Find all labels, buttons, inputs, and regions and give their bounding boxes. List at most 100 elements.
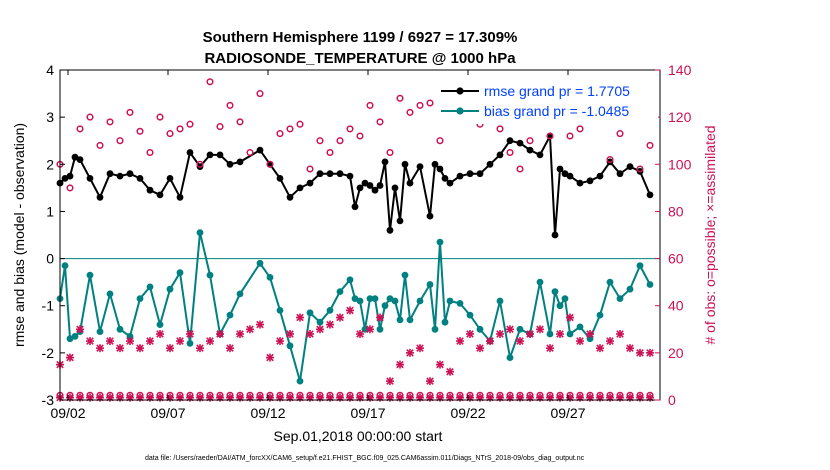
obs-possible-point xyxy=(66,184,74,192)
obs-assimilated-point xyxy=(376,313,384,322)
bias-point xyxy=(106,290,114,298)
obs-possible-point xyxy=(136,127,144,135)
bias-point xyxy=(326,307,334,314)
bias-point xyxy=(466,311,474,319)
right-tick-label: 100 xyxy=(668,156,692,172)
right-tick-label: 20 xyxy=(668,345,684,361)
bias-point xyxy=(206,271,214,279)
bias-point xyxy=(596,311,604,319)
bias-point xyxy=(71,333,79,340)
obs-possible-point xyxy=(166,130,174,138)
obs-possible-point xyxy=(616,130,624,138)
x-tick-label: 09/22 xyxy=(450,405,485,421)
obs-possible-point xyxy=(86,113,94,121)
obs-possible-point xyxy=(206,78,214,86)
rmse-point xyxy=(76,156,84,164)
bias-point xyxy=(226,311,234,319)
obs-assimilated-point xyxy=(186,330,194,338)
rmse-point xyxy=(626,163,634,171)
right-tick-label: 40 xyxy=(668,298,684,314)
x-axis-label: Sep.01,2018 00:00:00 start xyxy=(274,428,443,444)
obs-assimilated-point xyxy=(626,344,634,353)
obs-assimilated-point xyxy=(576,337,584,346)
rmse-point xyxy=(436,165,444,173)
rmse-point xyxy=(236,158,244,166)
obs-assimilated-point xyxy=(226,344,234,353)
rmse-point xyxy=(386,226,394,234)
obs-possible-point xyxy=(226,101,234,109)
obs-possible-point xyxy=(286,125,294,133)
rmse-point xyxy=(406,179,414,187)
bias-point xyxy=(446,297,454,305)
rmse-point xyxy=(551,231,559,239)
rmse-point xyxy=(426,212,434,220)
rmse-point xyxy=(66,172,74,180)
obs-possible-point xyxy=(186,120,194,128)
obs-assimilated-point xyxy=(106,337,114,346)
rmse-point xyxy=(556,165,564,173)
rmse-point xyxy=(456,172,464,180)
rmse-point xyxy=(286,193,294,201)
obs-possible-point xyxy=(106,118,114,126)
bias-point xyxy=(116,325,124,333)
bias-point xyxy=(146,283,154,291)
obs-possible-point xyxy=(576,125,584,133)
obs-possible-point xyxy=(646,141,654,149)
rmse-point xyxy=(126,170,134,178)
bias-point xyxy=(401,271,409,279)
bias-point xyxy=(551,288,559,295)
rmse-point xyxy=(216,151,224,159)
rmse-point xyxy=(536,151,544,159)
left-tick-label: 0 xyxy=(46,251,54,267)
obs-possible-point xyxy=(116,137,124,145)
rmse-point xyxy=(496,151,504,159)
rmse-point xyxy=(466,170,474,178)
obs-possible-point xyxy=(386,148,394,157)
bias-point xyxy=(586,335,594,343)
bias-point xyxy=(606,278,614,286)
rmse-point xyxy=(646,191,654,199)
bias-point xyxy=(166,285,174,293)
obs-assimilated-point xyxy=(386,377,394,386)
bias-point xyxy=(496,297,504,305)
bias-point xyxy=(336,288,344,295)
bias-point xyxy=(356,297,364,305)
rmse-point xyxy=(351,203,359,211)
obs-possible-point xyxy=(546,132,554,140)
obs-assimilated-point xyxy=(346,306,354,315)
bias-point xyxy=(506,354,514,361)
left-tick-label: -1 xyxy=(42,298,55,314)
bias-point xyxy=(566,330,574,338)
bias-point xyxy=(476,325,484,333)
obs-assimilated-point xyxy=(406,348,414,357)
obs-assimilated-point xyxy=(66,353,74,362)
right-tick-label: 0 xyxy=(668,392,676,408)
legend-marker-bias xyxy=(456,107,464,115)
legend-label-bias: bias grand pr = -1.0485 xyxy=(484,103,629,119)
rmse-point xyxy=(526,146,534,154)
obs-assimilated-point xyxy=(86,337,94,346)
obs-assimilated-point xyxy=(636,348,644,357)
bias-point xyxy=(396,316,404,324)
obs-possible-point xyxy=(396,94,404,102)
obs-assimilated-point xyxy=(426,377,434,386)
rmse-point xyxy=(176,193,184,201)
obs-assimilated-point xyxy=(506,325,514,334)
right-axis-ticks: 0 20 40 60 80 100 120 140 xyxy=(655,62,692,408)
obs-assimilated-point xyxy=(476,344,484,353)
obs-assimilated-point xyxy=(546,344,554,353)
y-axis-label-right: # of obs: o=possible; ×=assimilated xyxy=(702,125,718,344)
obs-possible-point xyxy=(416,101,424,109)
obs-possible-point xyxy=(516,165,524,173)
left-tick-label: 3 xyxy=(46,109,54,125)
bias-point xyxy=(406,316,414,324)
plot-frame xyxy=(59,69,661,401)
obs-assimilated-point xyxy=(596,344,604,353)
bias-point xyxy=(416,297,424,305)
obs-assimilated-point xyxy=(436,360,444,369)
rmse-point xyxy=(156,191,164,199)
rmse-point xyxy=(136,175,144,182)
plot-area xyxy=(56,78,660,402)
obs-assimilated-point xyxy=(516,337,524,346)
